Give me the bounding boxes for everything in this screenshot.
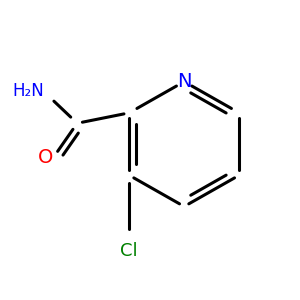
Text: H₂N: H₂N (13, 82, 44, 100)
Text: N: N (177, 72, 191, 91)
Text: Cl: Cl (120, 242, 138, 260)
Text: O: O (38, 148, 54, 167)
